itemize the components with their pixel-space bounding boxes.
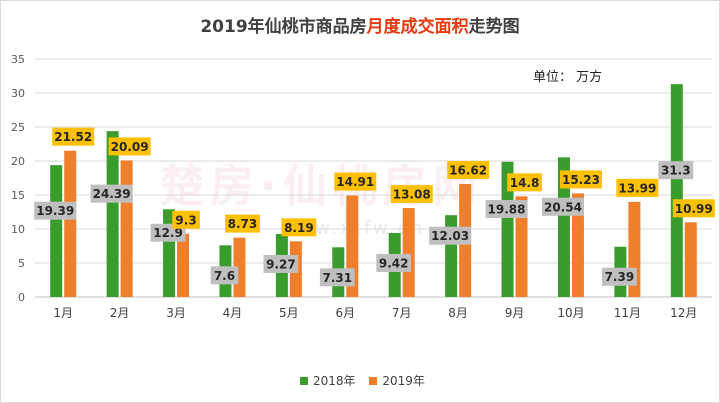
data-label-2019: 13.08 (393, 188, 431, 202)
data-label-2019: 10.99 (675, 202, 713, 216)
bar-2019 (684, 222, 697, 297)
data-label-2019: 9.3 (175, 213, 196, 227)
x-tick-label: 1月 (53, 306, 73, 320)
data-label-2019-bg (52, 127, 95, 146)
data-label-2018: 7.31 (322, 271, 352, 285)
title-prefix: 2019年仙桃市商品房 (200, 17, 367, 37)
x-tick-label: 12月 (670, 306, 697, 320)
title-highlight: 月度成交面积 (366, 17, 469, 37)
y-tick-label: 10 (11, 223, 25, 236)
bar-2018 (50, 165, 63, 297)
data-label-2019: 20.09 (111, 140, 149, 154)
y-tick-label: 15 (11, 189, 25, 202)
data-label-2019: 14.8 (510, 176, 540, 190)
y-tick-label: 0 (18, 291, 25, 304)
legend-label-2018: 2018年 (313, 374, 356, 388)
unit-label: 单位： 万方 (533, 70, 603, 85)
bar-2019 (515, 196, 528, 297)
data-label-2018: 19.39 (36, 204, 74, 218)
data-label-2018: 12.03 (431, 229, 469, 243)
data-label-2019: 13.99 (618, 181, 656, 195)
data-label-2019: 14.91 (336, 175, 374, 189)
data-label-2018: 9.42 (379, 256, 409, 270)
data-label-2019-bg (108, 137, 151, 156)
y-tick-label: 20 (11, 155, 25, 168)
data-label-2019-bg (672, 199, 715, 218)
legend: 2018年 2019年 (300, 372, 435, 389)
x-tick-label: 5月 (279, 306, 299, 320)
data-label-2018: 20.54 (544, 200, 582, 214)
y-tick-label: 25 (11, 121, 25, 134)
data-label-2018: 31.3 (661, 164, 691, 178)
data-label-2018-bg (541, 197, 584, 216)
data-label-2018: 19.88 (488, 203, 526, 217)
legend-swatch-2018 (300, 377, 308, 385)
bar-2019 (571, 193, 584, 297)
data-label-2019: 21.52 (54, 130, 92, 144)
bar-2018 (670, 84, 683, 297)
bar-2019 (120, 160, 133, 297)
bar-2019 (177, 233, 190, 297)
data-label-2018-bg (601, 267, 637, 286)
x-tick-label: 7月 (392, 306, 412, 320)
bar-2018 (501, 161, 514, 297)
data-label-2018-bg (263, 254, 299, 273)
data-label-2019-bg (390, 185, 433, 204)
data-label-2018: 12.9 (153, 226, 183, 240)
gridlines (35, 58, 712, 298)
legend-label-2019: 2019年 (382, 374, 425, 388)
x-tick-label: 6月 (335, 306, 355, 320)
data-label-2018-bg (376, 253, 412, 272)
legend-item-2018: 2018年 (300, 372, 356, 389)
x-tick-label: 3月 (166, 306, 186, 320)
bar-2018 (106, 131, 119, 297)
data-label-2018-bg (90, 184, 133, 203)
bar-2018 (557, 157, 570, 297)
data-label-2018-bg (485, 200, 528, 219)
data-label-2019-bg (334, 172, 377, 191)
data-label-2019: 8.73 (228, 217, 258, 231)
data-label-2018-bg (34, 201, 77, 220)
data-labels: 19.39 21.52 24.39 20.09 12.99.3 7.6 8.73 9.27 8.… (34, 127, 715, 287)
legend-item-2019: 2019年 (369, 372, 425, 389)
x-tick-label: 8月 (448, 306, 468, 320)
data-label-2018: 7.6 (214, 269, 235, 283)
data-label-2019: 8.19 (284, 221, 314, 235)
y-tick-label: 35 (11, 53, 25, 66)
axes: 0 5 10 15 20 25 30 35 1月 2月 3月 4月 5月 6月 7月 8月 9月 10月 11月 12… (11, 53, 697, 320)
bars (50, 84, 697, 297)
data-label-2018-bg (658, 161, 694, 180)
x-tick-label: 9月 (505, 306, 525, 320)
data-label-2019-bg (559, 170, 602, 189)
data-label-2018: 7.39 (605, 270, 635, 284)
chart-title: 2019年仙桃市商品房月度成交面积走势图 (0, 12, 720, 37)
title-suffix: 走势图 (468, 17, 520, 37)
data-label-2019-bg (616, 178, 659, 197)
bar-2019 (402, 208, 415, 297)
y-tick-label: 30 (11, 87, 25, 100)
data-label-2019-bg (225, 214, 260, 233)
x-tick-label: 10月 (557, 306, 584, 320)
legend-swatch-2019 (369, 377, 378, 385)
x-tick-label: 4月 (223, 306, 243, 320)
data-label-2018: 9.27 (266, 257, 296, 271)
x-tick-label: 11月 (614, 306, 641, 320)
data-label-2019: 16.62 (449, 163, 487, 177)
data-label-2018: 24.39 (93, 187, 131, 201)
data-label-2018-bg (429, 226, 472, 245)
bar-2019 (64, 150, 77, 297)
data-label-2018-bg (319, 268, 355, 287)
data-label-2019: 15.23 (562, 173, 600, 187)
data-label-2019-bg (172, 210, 200, 229)
data-label-2019-bg (281, 218, 317, 237)
x-tick-label: 2月 (110, 306, 130, 320)
y-tick-label: 5 (18, 257, 25, 270)
data-label-2019-bg (447, 160, 490, 179)
data-label-2019-bg (507, 173, 542, 192)
data-label-2018-bg (210, 266, 239, 285)
